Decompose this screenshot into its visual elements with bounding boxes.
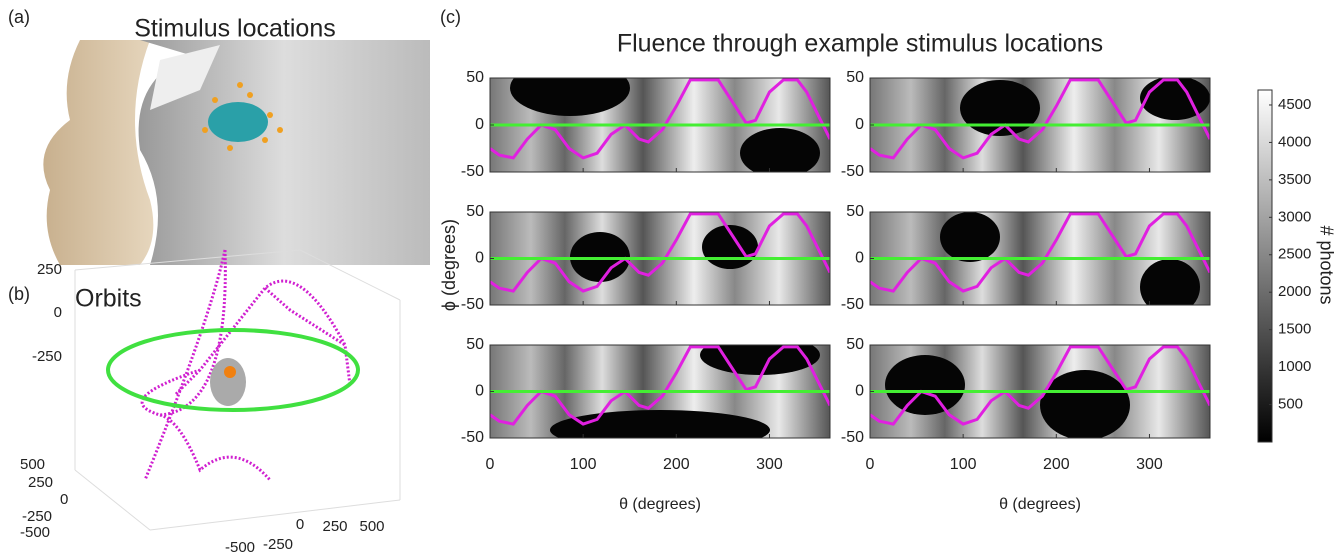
dark-region <box>550 410 770 438</box>
colorbar-tick-label: 4000 <box>1278 133 1311 150</box>
dark-region <box>1140 78 1210 120</box>
y-tick-label: 50 <box>466 336 484 353</box>
y-tick-label: 50 <box>466 69 484 86</box>
plot-frame <box>489 344 831 439</box>
y-tick-label: -50 <box>841 296 864 313</box>
x-tick-label: -500 <box>225 539 255 556</box>
plot-frame <box>869 77 1211 173</box>
dark-region <box>1040 370 1130 438</box>
series-line <box>490 78 830 160</box>
heatmap <box>490 78 830 172</box>
colorbar-tick-label: 4500 <box>1278 96 1311 113</box>
chart-title: Fluence through example stimulus locatio… <box>617 30 1103 58</box>
x-tick-label: 0 <box>486 456 495 473</box>
orbit-3d <box>74 249 401 531</box>
x-tick-label: 0 <box>866 456 875 473</box>
panel-title: Stimulus locations <box>134 15 335 43</box>
dark-region <box>1140 259 1200 305</box>
series-line <box>870 345 1210 426</box>
dark-region <box>960 80 1040 136</box>
colorbar-tick-label: 1500 <box>1278 321 1311 338</box>
plot-frame <box>869 211 1211 306</box>
y-tick-label: 0 <box>855 116 864 133</box>
z-tick-label: 0 <box>54 304 62 321</box>
y-tick-label: -50 <box>841 163 864 180</box>
x-tick-label: 0 <box>296 516 304 533</box>
dark-region <box>940 212 1000 262</box>
colorbar-tick-label: 1000 <box>1278 358 1311 375</box>
x-axis-label: θ (degrees) <box>999 496 1081 513</box>
series-line <box>490 345 830 426</box>
dark-region <box>740 128 820 172</box>
z-tick-label: 250 <box>37 261 62 278</box>
y-tick-label: -50 <box>461 429 484 446</box>
heatmap <box>870 78 1210 172</box>
y-tick-label: 0 <box>475 250 484 267</box>
y-tick-label: 0 <box>475 383 484 400</box>
panel-label: (c) <box>440 7 461 27</box>
colorbar-tick-label: 2000 <box>1278 283 1311 300</box>
series-line <box>870 78 1210 160</box>
y-tick-label: 250 <box>28 474 53 491</box>
colorbar-tick-label: 3000 <box>1278 208 1311 225</box>
heatmap <box>490 212 830 305</box>
panel-label: (b) <box>8 284 30 304</box>
y-tick-label: -500 <box>20 524 50 541</box>
y-tick-label: 0 <box>855 383 864 400</box>
series-line <box>870 212 1210 293</box>
x-tick-label: 200 <box>1043 456 1070 473</box>
z-tick-label: -250 <box>32 348 62 365</box>
panel-title: Orbits <box>75 285 142 313</box>
colorbar <box>1257 89 1273 443</box>
dark-region <box>885 355 965 415</box>
colorbar-tick-label: 500 <box>1278 396 1303 413</box>
plot-frame <box>869 344 1211 439</box>
x-tick-label: 300 <box>756 456 783 473</box>
colorbar-label: # photons <box>1316 225 1336 304</box>
x-tick-label: 100 <box>570 456 597 473</box>
y-tick-label: 50 <box>846 336 864 353</box>
x-tick-label: 500 <box>359 518 384 535</box>
colorbar-tick-label: 3500 <box>1278 171 1311 188</box>
plot-frame <box>489 77 831 173</box>
x-tick-label: 100 <box>950 456 977 473</box>
x-tick-label: 300 <box>1136 456 1163 473</box>
y-tick-label: -50 <box>461 296 484 313</box>
head-render <box>40 40 431 265</box>
y-tick-label: 0 <box>60 491 68 508</box>
y-tick-label: 50 <box>846 203 864 220</box>
colorbar-tick-label: 2500 <box>1278 246 1311 263</box>
plot-frame <box>489 211 831 306</box>
panel-label: (a) <box>8 7 30 27</box>
heatmap <box>870 212 1210 305</box>
heatmap <box>490 345 830 438</box>
series-line <box>490 212 830 293</box>
y-tick-label: 0 <box>475 116 484 133</box>
y-tick-label: -250 <box>22 508 52 525</box>
y-tick-label: -50 <box>841 429 864 446</box>
y-tick-label: 50 <box>466 203 484 220</box>
x-axis-label: θ (degrees) <box>619 496 701 513</box>
y-axis-label: ϕ (degrees) <box>439 219 459 311</box>
heatmap <box>870 345 1210 438</box>
x-tick-label: 250 <box>322 518 347 535</box>
y-tick-label: 0 <box>855 250 864 267</box>
x-tick-label: 200 <box>663 456 690 473</box>
y-tick-label: 500 <box>20 456 45 473</box>
y-tick-label: 50 <box>846 69 864 86</box>
x-tick-label: -250 <box>263 536 293 553</box>
y-tick-label: -50 <box>461 163 484 180</box>
dark-region <box>510 78 630 116</box>
